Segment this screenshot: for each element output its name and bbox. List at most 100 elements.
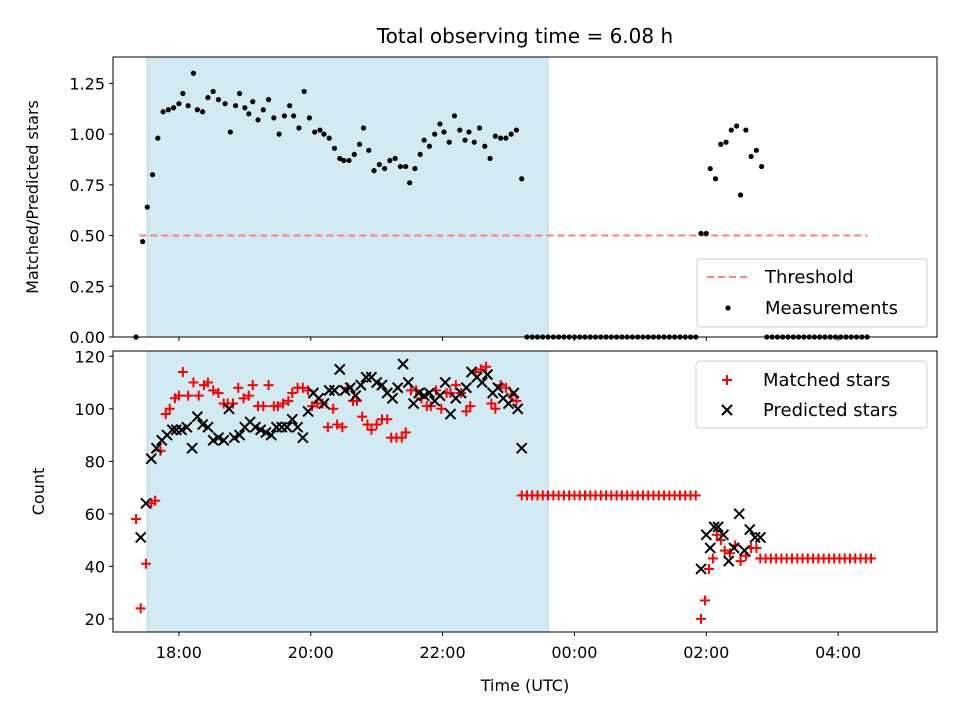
predicted-star-point [291,421,304,433]
y-tick-label: 20 [85,610,105,629]
matched-star-point [465,401,476,412]
measurement-point [171,105,177,111]
predicted-star-point [166,424,179,436]
measurement-point [457,127,463,133]
y-tick-label: 0.00 [69,328,105,347]
matched-legend-label: Matched stars [763,370,890,391]
predicted-star-point [708,521,720,533]
x-tick-label: 22:00 [420,643,466,662]
predicted-star-point [376,379,388,391]
top-x-ticks [178,337,839,341]
x-tick-label: 20:00 [288,643,334,662]
measurement-point [194,107,200,113]
measurement-point [149,172,156,178]
predicted-star-point [233,429,246,441]
measurement-point [210,88,216,95]
predicted-legend-swatch [721,404,733,416]
measurement-point [185,103,191,109]
matched-star-point [208,385,219,396]
matched-star-point [173,390,184,401]
measurement-point [381,165,388,172]
predicted-star-point [704,542,716,554]
measurement-point [437,121,443,127]
matched-star-point [247,380,258,391]
bottom-axes-frame [112,350,938,633]
matched-star-point [711,529,722,540]
matched-star-point [202,377,213,388]
measurement-point [360,125,367,131]
matched-star-point [328,403,339,414]
measurement-point [723,139,729,145]
y-tick-label: 0.50 [69,227,105,246]
matched-star-point [263,380,274,391]
matched-star-point [140,558,151,569]
predicted-star-point [733,508,745,520]
predicted-star-point [318,397,330,410]
measurement-point [421,137,427,143]
matched-star-point [150,495,161,506]
y-tick-label: 1.00 [69,125,105,144]
predicted-star-point [386,392,399,404]
matched-star-point [511,395,522,406]
measurement-point [296,125,302,131]
measurement-point [441,129,447,135]
x-tick-label: 04:00 [815,643,861,662]
predicted-star-point [744,523,756,536]
predicted-star-point [202,421,214,433]
measurement-point [432,131,438,137]
predicted-star-point [218,434,230,446]
measurement-point [407,180,413,186]
x-tick-label: 00:00 [551,643,597,662]
measurement-point [737,192,744,198]
predicted-star-point [355,379,367,391]
measurement-point [250,99,256,105]
y-tick-label: 1.25 [69,74,105,93]
measurement-point [176,101,182,107]
measurement-point [759,163,765,170]
predicted-star-point [434,389,446,402]
measurement-point [337,155,343,162]
y-tick-label: 100 [74,400,105,419]
matched-star-point [371,419,382,430]
matched-star-point [213,388,224,399]
predicted-stars-points [134,358,767,575]
top-panel: 0.00 0.25 0.50 0.75 1.00 1.25 Total observing… [23,24,938,347]
measurement-point [503,135,509,141]
measurement-point [312,129,318,135]
predicted-legend-marker [721,404,733,416]
predicted-star-point [717,529,730,541]
matched-star-point [382,414,393,425]
predicted-star-point [515,442,528,454]
bottom-y-ticks: 20 40 60 80 100 120 [74,347,113,629]
measurement-point [190,70,197,76]
matched-star-point [297,382,308,393]
matched-star-point [751,542,762,553]
predicted-star-point [695,563,707,575]
matched-star-point [177,367,188,378]
predicted-star-point [712,521,724,533]
y-tick-label: 0.75 [69,176,105,195]
measurement-point [227,129,233,135]
predicted-star-point [728,542,740,554]
predicted-star-point [134,531,147,544]
y-tick-label: 120 [74,347,105,366]
predicted-star-point [754,531,767,544]
matched-star-point [357,411,368,422]
measurement-point [301,88,307,95]
measurement-point [341,157,347,164]
predicted-star-point [150,442,163,454]
measurement-point [417,151,423,157]
predicted-star-point [281,421,293,433]
matched-star-point [135,603,146,614]
predicted-star-point [334,363,346,376]
measurement-point [155,135,161,141]
measurement-point [260,107,266,113]
measurement-point [281,113,287,119]
measurement-point [287,103,293,109]
measurements-legend-swatch [725,305,731,311]
matched-star-point [283,395,294,406]
predicted-star-point [492,382,504,394]
measurement-point [351,151,357,157]
predicted-star-point [722,555,735,567]
